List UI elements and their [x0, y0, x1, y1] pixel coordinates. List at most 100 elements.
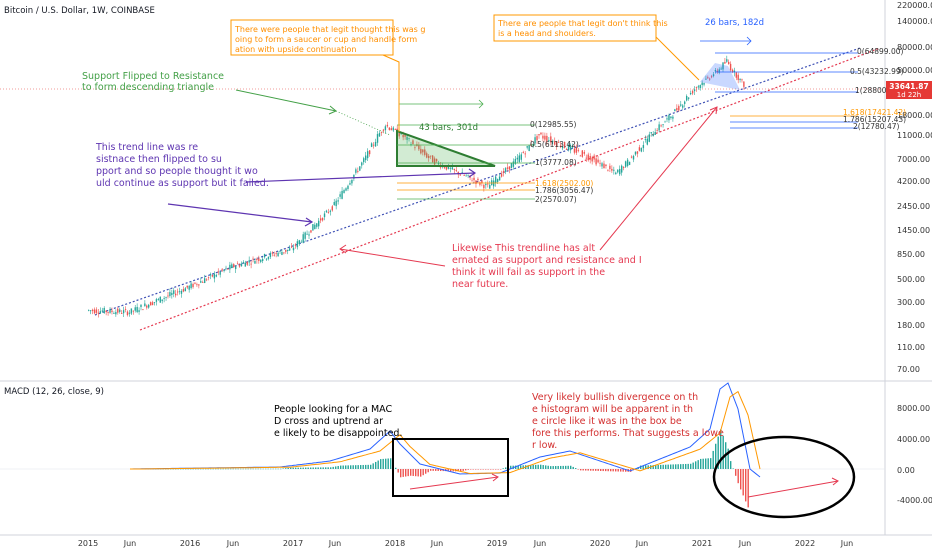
candle-body: [739, 78, 741, 80]
fib-left-05: 0.5(6113.42): [530, 140, 579, 149]
macd-bar: [497, 469, 499, 470]
candle-body: [426, 153, 428, 158]
candle-body: [273, 254, 275, 256]
macd-bar: [597, 469, 599, 471]
macd-bar: [357, 465, 359, 469]
red-arrow-2[interactable]: [599, 106, 718, 251]
divergence-text: Very likely bullish divergence on th e hi…: [532, 392, 724, 451]
price-tick: 850.00: [897, 250, 925, 259]
head-shoulders-text: There are people that legit don't think …: [497, 19, 668, 38]
candle-body: [477, 178, 479, 181]
macd-bar: [287, 467, 289, 469]
fib-left[interactable]: 0(12985.55) 0.5(6113.42) 1(3777.08) 1.61…: [397, 120, 593, 204]
red-arrow-macd-2[interactable]: [747, 477, 839, 498]
candle-body: [676, 108, 678, 111]
candle-body: [124, 309, 127, 310]
candle-body: [622, 167, 625, 168]
purple-arrow-2[interactable]: [167, 203, 314, 227]
time-tick: Jun: [840, 539, 854, 548]
macd-bar: [692, 462, 694, 469]
candle-body: [674, 109, 676, 112]
macd-bar: [207, 468, 209, 470]
candle-body: [626, 159, 629, 166]
candle-body: [97, 312, 100, 314]
candle-body: [404, 134, 406, 137]
candle-body: [386, 124, 389, 127]
candle-body: [155, 299, 158, 302]
candle-body: [638, 147, 641, 151]
purple-arrow-1[interactable]: [245, 168, 477, 183]
macd-bar: [540, 464, 542, 469]
macd-bar: [492, 469, 494, 470]
macd-bar: [700, 458, 702, 469]
price-badge[interactable]: [886, 81, 932, 99]
candle-body: [213, 273, 216, 279]
macd-bar: [685, 463, 687, 469]
macd-box-highlight[interactable]: [392, 438, 509, 497]
blue-trendline[interactable]: [94, 47, 861, 316]
time-axis[interactable]: 2015 Jun 2016 Jun 2017 Jun 2018 Jun 2019 Jun 2020 J…: [78, 539, 853, 548]
candle-body: [146, 305, 148, 308]
candle-body: [542, 135, 544, 139]
candle-body: [408, 138, 410, 140]
candle-body: [668, 115, 670, 121]
candle-body: [380, 131, 383, 133]
red-arrow-macd-1[interactable]: [409, 473, 499, 490]
candle-body: [283, 252, 285, 254]
candle-body: [591, 157, 593, 162]
candle-body: [382, 129, 385, 131]
macd-axis[interactable]: 8000.00 4000.00 0.00 -4000.00: [897, 404, 932, 505]
macd-bar: [195, 468, 197, 470]
candle-body: [136, 306, 138, 313]
candle-body: [605, 164, 607, 167]
macd-bar: [735, 469, 737, 476]
candle-body: [471, 180, 473, 182]
fib-right[interactable]: 0(64899.00) 0.5(43232.99) 1(28800.00) 1.…: [715, 47, 906, 131]
macd-bar: [437, 469, 439, 471]
candle-body: [449, 167, 452, 169]
macd-bar: [462, 469, 464, 471]
candle-body: [418, 145, 420, 150]
head-shoulders-callout[interactable]: [493, 14, 700, 81]
candle-body: [398, 133, 400, 137]
macd-bar: [415, 469, 417, 477]
macd-tick: 0.00: [897, 466, 915, 475]
macd-bar: [367, 464, 369, 469]
candle-body: [318, 220, 320, 227]
candle-body: [252, 258, 254, 260]
macd-bar: [592, 469, 594, 471]
candle-body: [117, 308, 119, 313]
macd-bar: [517, 465, 519, 469]
head-shoulders-highlight[interactable]: [700, 63, 740, 90]
candle-body: [173, 290, 175, 294]
candle-body: [611, 168, 613, 171]
macd-bar: [515, 465, 517, 469]
candle-body: [345, 188, 347, 191]
price-tick: 70.00: [897, 365, 920, 374]
macd-bar: [340, 465, 342, 469]
macd-circle-highlight[interactable]: [712, 435, 856, 519]
macd-bar: [265, 468, 267, 470]
candlestick-series[interactable]: [88, 55, 745, 318]
candle-body: [557, 142, 560, 143]
fib-right-1: 1(28800.00): [855, 86, 901, 95]
candle-body: [583, 152, 585, 154]
macd-bar: [707, 458, 709, 469]
measure-right-label: 26 bars, 182d: [705, 18, 764, 28]
candle-body: [414, 147, 416, 149]
candle-body: [192, 283, 194, 288]
descending-triangle[interactable]: [396, 129, 496, 167]
macd-bar: [262, 468, 264, 470]
price-axis[interactable]: 220000.00140000.0080000.0050000.0030000.…: [897, 1, 932, 374]
macd-bar: [352, 465, 354, 469]
candle-body: [269, 253, 272, 257]
candle-body: [113, 313, 115, 314]
saucer-callout[interactable]: [230, 19, 400, 132]
signal-line[interactable]: [130, 390, 761, 474]
candle-body: [463, 175, 465, 176]
macd-bar: [617, 469, 619, 472]
date-range-right[interactable]: [700, 36, 752, 46]
macd-bar: [537, 464, 539, 469]
red-arrow-1[interactable]: [339, 244, 446, 267]
